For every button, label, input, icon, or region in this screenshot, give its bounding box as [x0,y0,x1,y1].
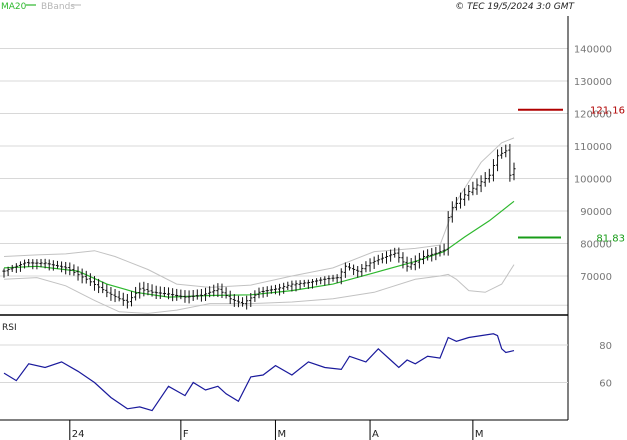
resistance-level-label: 121.16 [590,106,625,117]
price-y-tick-label: 110000 [574,142,612,153]
x-tick-label: M [277,429,286,440]
x-axis: 24 F M A M [69,420,484,440]
rsi-y-tick-label: 60 [599,379,612,390]
rsi-line [3,333,515,412]
support-level-label: 81.83 [596,234,625,245]
price-y-tick-label: 90000 [580,207,612,218]
ma20-line [3,200,515,298]
price-y-tick-label: 120000 [574,110,612,121]
rsi-panel-title: RSI [2,323,17,333]
price-y-tick-label: 80000 [580,240,612,251]
bbands-lower-line [3,264,515,314]
legend-bbands: BBands [41,2,75,12]
price-y-tick-label: 140000 [574,45,612,56]
price-y-tick-label: 70000 [580,272,612,283]
x-tick-label: A [372,429,379,440]
x-tick-label: M [475,429,484,440]
rsi-panel: 60 80 [0,333,612,421]
legend-ma20: MA20 [1,2,27,12]
bbands-upper-line [3,137,515,288]
price-panel: 70000 80000 90000 100000 110000 120000 130000 1… [0,16,625,420]
price-y-tick-label: 130000 [574,77,612,88]
x-tick-label: 24 [72,429,85,440]
price-y-tick-label: 100000 [574,175,612,186]
copyright-timestamp: © TEC 19/5/2024 3:0 GMT [455,2,575,12]
x-tick-label: F [183,429,189,440]
rsi-y-tick-label: 80 [599,341,612,352]
